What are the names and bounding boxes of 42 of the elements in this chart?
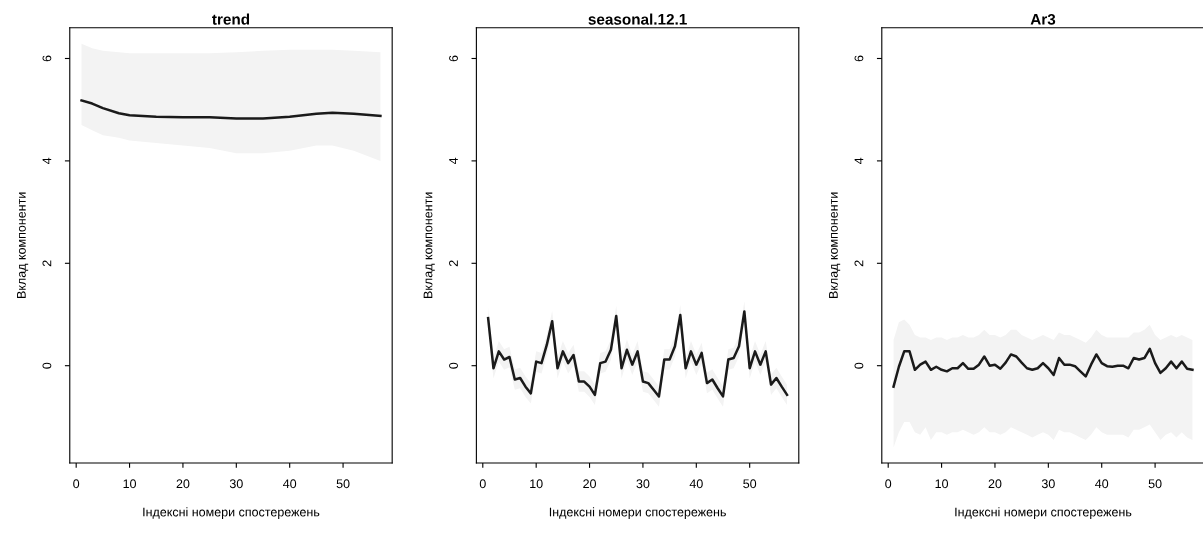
y-tick-label: 0: [42, 362, 52, 369]
x-tick-label: 10: [123, 479, 137, 489]
chart-title: trend: [212, 13, 250, 25]
y-tick-label: 6: [449, 55, 458, 62]
y-axis-title: Вклад компоненти: [17, 192, 29, 298]
y-tick-label: 2: [42, 260, 52, 267]
x-tick-label: 20: [988, 479, 1002, 489]
line-series: [486, 310, 789, 398]
x-tick-label: 0: [73, 479, 80, 489]
chart-title: Ar3: [1030, 13, 1056, 25]
y-tick-label: 2: [449, 260, 458, 267]
x-tick-label: 40: [689, 479, 703, 489]
x-tick-label: 50: [1148, 479, 1162, 489]
x-tick-label: 10: [530, 479, 543, 489]
x-tick-label: 30: [1041, 479, 1055, 489]
y-tick-label: 2: [854, 260, 864, 267]
x-tick-label: 40: [283, 479, 297, 489]
x-tick-label: 20: [583, 479, 597, 489]
y-axis-title: Вклад компоненти: [829, 192, 841, 298]
x-axis-title: Індексні номери спостережень: [549, 507, 726, 519]
x-tick-label: 30: [229, 479, 243, 489]
y-tick-label: 6: [42, 55, 52, 62]
x-tick-label: 50: [743, 479, 757, 489]
y-tick-label: 0: [449, 362, 458, 369]
x-tick-label: 50: [336, 479, 350, 489]
line-series: [80, 99, 382, 120]
y-tick-label: 0: [854, 362, 864, 369]
y-tick-label: 4: [449, 157, 458, 165]
x-tick-label: 0: [479, 479, 486, 489]
x-axis-title: Індексні номери спостережень: [955, 507, 1132, 519]
x-axis-title: Індексні номери спостережень: [143, 507, 320, 519]
y-tick-label: 4: [42, 157, 52, 165]
x-tick-label: 20: [176, 479, 190, 489]
chart-title: seasonal.12.1: [588, 13, 687, 25]
x-tick-label: 30: [636, 479, 650, 489]
x-tick-label: 40: [1095, 479, 1109, 489]
y-tick-label: 4: [854, 157, 864, 165]
x-tick-label: 10: [935, 479, 949, 489]
line-series: [892, 347, 1194, 388]
y-axis-title: Вклад компоненти: [423, 192, 435, 298]
y-tick-label: 6: [854, 55, 864, 62]
x-tick-label: 0: [885, 479, 892, 489]
